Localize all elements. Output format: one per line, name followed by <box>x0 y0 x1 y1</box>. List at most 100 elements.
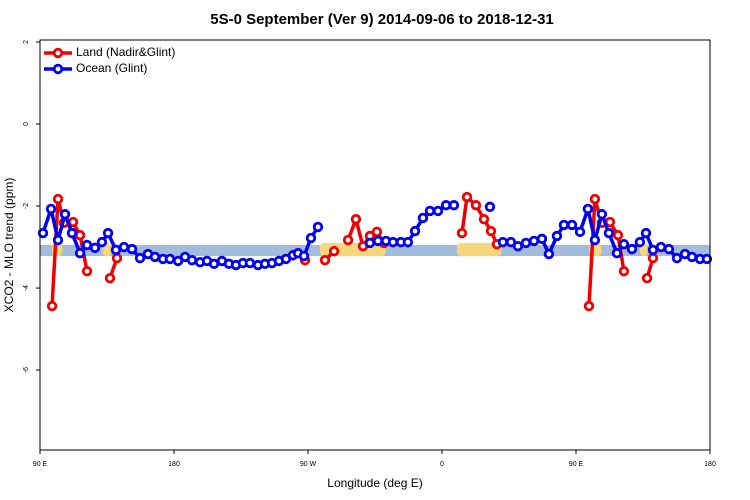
series-point <box>298 250 310 262</box>
series-point <box>52 234 64 246</box>
series-point <box>528 235 540 247</box>
series-point <box>461 191 473 203</box>
series-point <box>647 252 659 264</box>
series-point <box>485 225 497 237</box>
series-point <box>611 247 623 259</box>
y-tick-label: -6 <box>23 367 30 373</box>
series-point <box>409 225 421 237</box>
series-point <box>647 244 659 256</box>
series-point <box>640 227 652 239</box>
series-point <box>46 300 58 312</box>
series-point <box>440 200 452 211</box>
y-axis-label: XCO2 - MLO trend (ppm) <box>2 178 16 313</box>
x-tick-label: 90 E <box>33 461 48 468</box>
series-point <box>551 230 563 242</box>
series-point <box>45 203 57 215</box>
series-point <box>520 237 532 249</box>
land-span <box>456 243 502 257</box>
series-point <box>126 243 138 255</box>
series-point <box>96 236 108 248</box>
series-point <box>456 227 468 239</box>
series-point <box>432 205 444 217</box>
series-point <box>364 237 376 249</box>
series-point <box>686 251 698 263</box>
series-point <box>305 232 317 244</box>
series-point <box>102 227 114 239</box>
chart-title: 5S-0 September (Ver 9) 2014-09-06 to 201… <box>210 11 554 28</box>
series-point <box>350 213 362 225</box>
legend-label: Land (Nadir&Glint) <box>76 45 175 59</box>
series-point <box>478 213 490 225</box>
series-point <box>536 233 548 245</box>
x-tick-label: 180 <box>168 461 180 468</box>
series-point <box>74 229 86 241</box>
series-point <box>603 227 615 239</box>
series-point <box>583 300 595 312</box>
series-point <box>89 242 101 254</box>
series-point <box>574 226 586 238</box>
legend-label: Ocean (Glint) <box>76 61 147 75</box>
series-point <box>111 252 123 264</box>
series-point <box>558 219 570 231</box>
x-tick-label: 180 <box>704 461 716 468</box>
series-point <box>641 273 653 284</box>
x-tick-label: 0 <box>440 461 444 468</box>
series-point <box>312 221 324 233</box>
series-point <box>417 212 429 224</box>
series-point <box>244 257 256 269</box>
legend-marker <box>52 63 64 75</box>
series-point <box>342 234 354 246</box>
series-point <box>671 252 683 264</box>
series-point <box>484 201 496 213</box>
series-point <box>589 193 601 205</box>
series-point <box>663 243 675 255</box>
series-point <box>612 229 624 241</box>
series-point <box>37 227 49 239</box>
series-point <box>512 241 524 252</box>
series-point <box>186 254 198 266</box>
series-point <box>52 193 64 205</box>
series-point <box>372 235 384 247</box>
series-point <box>497 236 509 248</box>
series-point <box>371 226 383 238</box>
series-point <box>319 254 331 266</box>
series-point <box>387 236 399 248</box>
series-point <box>59 209 71 220</box>
series-point <box>626 243 638 255</box>
series-point <box>589 234 601 246</box>
series-point <box>634 236 646 248</box>
series-point <box>149 251 161 263</box>
series-point <box>81 239 93 251</box>
series-point <box>81 266 93 277</box>
series-point <box>104 273 116 284</box>
legend-marker <box>52 47 64 59</box>
series-point <box>66 227 78 239</box>
series-point <box>208 258 220 270</box>
series-point <box>596 209 608 220</box>
x-tick-label: 90 E <box>569 461 584 468</box>
series-point <box>582 203 594 215</box>
series-point <box>402 236 414 248</box>
series-point <box>164 253 176 265</box>
y-tick-label: 0 <box>23 122 30 126</box>
series-point <box>655 241 667 253</box>
series-point <box>134 252 146 264</box>
series-point <box>470 200 482 211</box>
y-tick-label: -4 <box>23 285 30 291</box>
x-axis-label: Longitude (deg E) <box>327 476 422 490</box>
series-point <box>618 266 630 277</box>
x-tick-label: 90 W <box>300 461 317 468</box>
series-point <box>74 247 86 259</box>
series-point <box>566 219 578 231</box>
plot-frame <box>39 39 711 451</box>
series-point <box>448 200 460 211</box>
series-point <box>618 238 630 250</box>
y-tick-label: 2 <box>23 40 30 44</box>
series-point <box>424 205 436 217</box>
series-point <box>118 241 130 253</box>
series-point <box>110 244 122 256</box>
series-point <box>701 253 713 265</box>
series-point <box>328 245 340 257</box>
series-point <box>543 248 555 260</box>
